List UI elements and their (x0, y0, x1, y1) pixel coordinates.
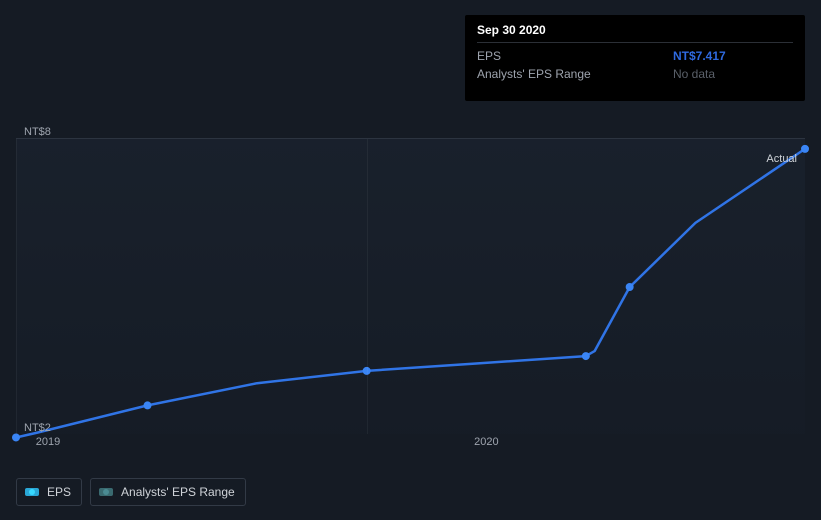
tooltip-label: EPS (477, 49, 673, 63)
legend-swatch-icon (99, 488, 113, 496)
data-point-marker[interactable] (801, 145, 809, 153)
tooltip-value-eps: NT$7.417 (673, 49, 793, 63)
line-svg (16, 139, 805, 435)
data-point-marker[interactable] (582, 352, 590, 360)
grid-vline (16, 139, 17, 434)
plot-area[interactable]: Actual (16, 138, 805, 434)
data-point-marker[interactable] (12, 433, 20, 441)
eps-chart: Actual NT$8 NT$2 2019 2020 (16, 120, 805, 474)
legend-label: EPS (47, 485, 71, 499)
data-point-marker[interactable] (144, 401, 152, 409)
tooltip-value-nodata: No data (673, 67, 793, 81)
tooltip-label: Analysts' EPS Range (477, 67, 673, 81)
grid-vline (367, 139, 368, 434)
legend-item-eps[interactable]: EPS (16, 478, 82, 506)
tooltip-date: Sep 30 2020 (477, 23, 793, 43)
y-axis-tick: NT$8 (24, 126, 51, 138)
legend-label: Analysts' EPS Range (121, 485, 235, 499)
data-point-marker[interactable] (626, 283, 634, 291)
legend-item-range[interactable]: Analysts' EPS Range (90, 478, 246, 506)
legend: EPS Analysts' EPS Range (16, 478, 246, 506)
y-axis-tick: NT$2 (24, 422, 51, 434)
x-axis-tick: 2019 (36, 436, 60, 448)
x-axis-tick: 2020 (474, 436, 498, 448)
tooltip-row: Analysts' EPS Range No data (477, 65, 793, 83)
actual-label: Actual (766, 153, 797, 165)
legend-swatch-icon (25, 488, 39, 496)
chart-tooltip: Sep 30 2020 EPS NT$7.417 Analysts' EPS R… (465, 15, 805, 101)
eps-line (16, 149, 805, 438)
tooltip-row: EPS NT$7.417 (477, 47, 793, 65)
